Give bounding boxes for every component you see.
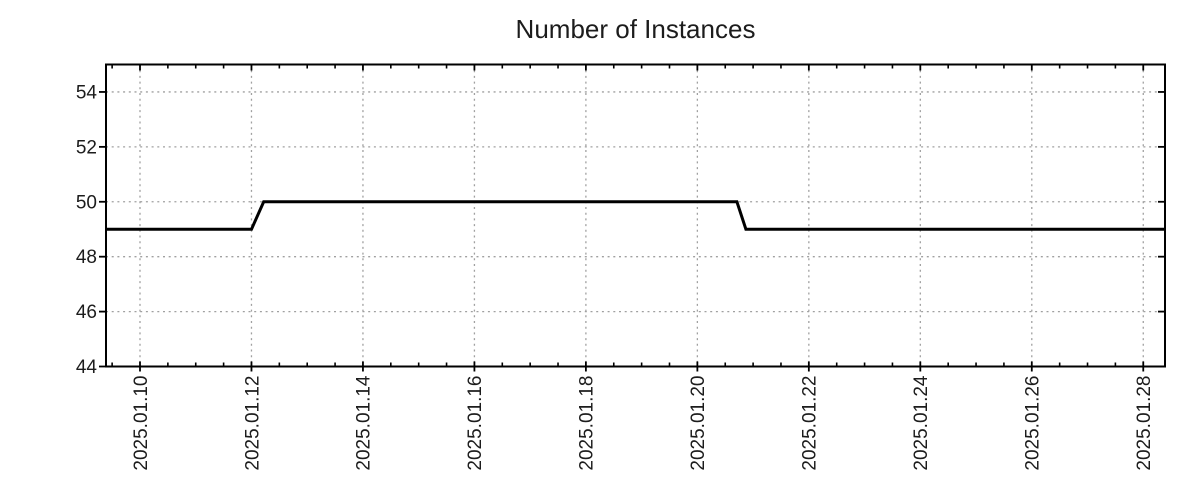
plot-area: 44 46 48 50 52 54 2025.01.10 2025.01.12 2025.01.… bbox=[76, 63, 1166, 471]
chart-title: Number of Instances bbox=[516, 14, 756, 44]
plot-border bbox=[105, 63, 1166, 368]
x-tick-label: 2025.01.24 bbox=[911, 375, 932, 471]
y-tick-label: 44 bbox=[76, 357, 98, 378]
x-tick-label: 2025.01.16 bbox=[465, 376, 486, 471]
data-line bbox=[106, 200, 1165, 231]
x-tick-label: 2025.01.28 bbox=[1134, 376, 1155, 471]
y-tick-label: 46 bbox=[76, 302, 97, 323]
x-tick-label: 2025.01.14 bbox=[354, 375, 375, 471]
y-tick-label: 48 bbox=[76, 247, 97, 268]
x-tick-label: 2025.01.10 bbox=[131, 376, 152, 471]
y-tick-label: 52 bbox=[76, 137, 97, 158]
x-tick-label: 2025.01.18 bbox=[577, 376, 598, 471]
y-tick-label: 54 bbox=[76, 82, 98, 103]
x-tick-label: 2025.01.26 bbox=[1023, 376, 1044, 471]
x-tick-label: 2025.01.20 bbox=[688, 376, 709, 471]
x-tick-label: 2025.01.12 bbox=[242, 376, 263, 471]
y-tick-label: 50 bbox=[76, 192, 97, 213]
x-tick-label: 2025.01.22 bbox=[800, 376, 821, 471]
